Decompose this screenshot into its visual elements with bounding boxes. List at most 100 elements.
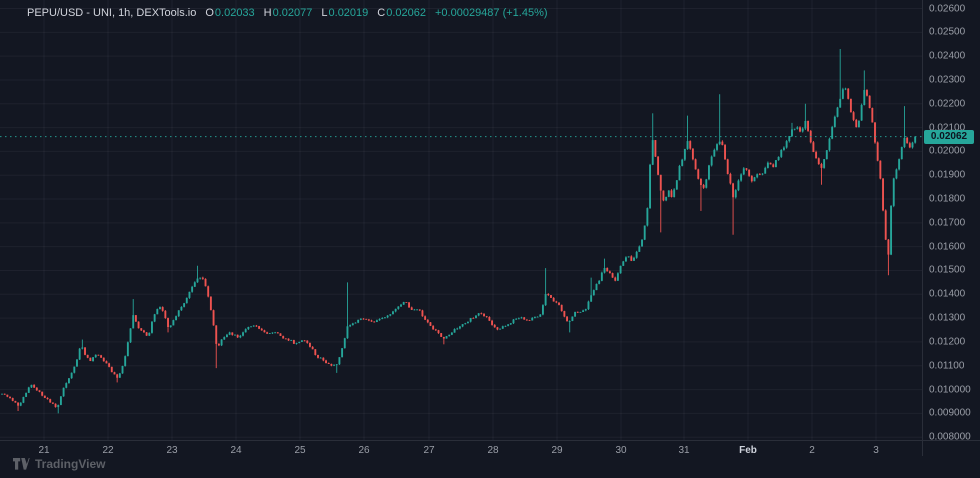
candle-body: [290, 340, 293, 341]
candle-body: [242, 332, 244, 336]
candle-body: [134, 315, 137, 322]
price-tick-label: 0.01900: [929, 169, 966, 181]
candle-body: [81, 347, 84, 349]
candle-body: [606, 267, 609, 272]
candle-body: [46, 397, 49, 400]
candle-body: [199, 277, 202, 279]
candle-body: [70, 372, 73, 379]
time-tick-label: 23: [166, 445, 178, 456]
candle-body: [791, 129, 793, 137]
candle-body: [753, 177, 756, 182]
candle-body: [73, 366, 76, 373]
candle-body: [231, 332, 234, 335]
candle-body: [882, 178, 884, 211]
candle-body: [424, 316, 427, 320]
candle-body: [193, 282, 196, 287]
candle-body: [756, 174, 759, 178]
time-axis[interactable]: 21 22 23 24 25 26 27 28 29 30 31 Feb 2 3: [0, 441, 980, 478]
candle-body: [389, 314, 392, 316]
candle-body: [359, 318, 362, 320]
time-tick-label: 3: [873, 445, 879, 456]
candle-body: [67, 378, 70, 384]
candle-body: [298, 341, 301, 344]
candle-body: [499, 328, 502, 330]
candlestick-chart[interactable]: [0, 0, 922, 440]
tradingview-logo[interactable]: TradingView: [13, 457, 105, 471]
candle-body: [742, 168, 745, 175]
candle-body: [566, 316, 568, 322]
candle-body: [464, 323, 467, 325]
candle-body: [667, 190, 670, 197]
candle-body: [833, 116, 836, 127]
candle-body: [426, 319, 429, 323]
candle-body: [732, 183, 735, 198]
candle-body: [876, 142, 879, 161]
candle-body: [461, 324, 464, 327]
candle-body: [485, 316, 488, 318]
candle-body: [603, 267, 606, 273]
candle-body: [475, 315, 477, 319]
candle-body: [831, 126, 834, 139]
chart-legend: PEPU/USD - UNI, 1h, DEXTools.io O0.02033…: [27, 5, 548, 21]
time-tick-label: 29: [551, 445, 563, 456]
candle-body: [440, 333, 443, 337]
candle-body: [225, 334, 228, 338]
price-tick-label: 0.01800: [929, 193, 966, 205]
candle-body: [394, 308, 397, 312]
candle-body: [512, 319, 515, 324]
candle-body: [400, 304, 402, 307]
price-tick-label: 0.02300: [929, 74, 966, 86]
candle-body: [234, 334, 236, 336]
candle-body: [145, 332, 148, 336]
chart-pane[interactable]: PEPU/USD - UNI, 1h, DEXTools.io O0.02033…: [0, 0, 922, 440]
candle-body: [183, 303, 186, 307]
price-tick-label: 0.01500: [929, 264, 966, 276]
price-axis-border: [922, 0, 923, 456]
candle-body: [815, 152, 818, 159]
candle-body: [239, 335, 242, 338]
price-axis[interactable]: 0.02600 0.02500 0.02400 0.02300 0.02200 0.021…: [923, 0, 980, 443]
candle-body: [292, 340, 295, 344]
candle-body: [678, 165, 681, 181]
price-tick-label: 0.01600: [929, 241, 966, 253]
candle-body: [908, 143, 911, 148]
candle-body: [699, 178, 702, 186]
candle-body: [418, 309, 421, 311]
candle-body: [381, 317, 384, 319]
price-tick-label: 0.009000: [929, 407, 971, 419]
candle-body: [287, 338, 290, 341]
candle-body: [868, 95, 871, 109]
candle-body: [201, 277, 204, 279]
candle-body: [841, 89, 844, 99]
candle-body: [94, 354, 97, 358]
candle-body: [413, 309, 416, 311]
symbol-title[interactable]: PEPU/USD - UNI, 1h, DEXTools.io: [27, 7, 197, 19]
candle-body: [697, 169, 700, 179]
candle-body: [27, 387, 30, 393]
candle-body: [322, 357, 325, 361]
candle-body: [651, 140, 654, 165]
candle-body: [745, 168, 748, 170]
price-tick-label: 0.01400: [929, 288, 966, 300]
candle-body: [57, 404, 60, 408]
candle-body: [614, 277, 617, 281]
candle-body: [726, 159, 729, 174]
candle-body: [649, 164, 652, 209]
candle-body: [432, 325, 435, 330]
candle-body: [276, 332, 279, 334]
candle-body: [151, 321, 153, 333]
candle-body: [421, 310, 424, 317]
candle-body: [721, 141, 724, 146]
candle-body: [641, 239, 643, 247]
candle-body: [175, 316, 178, 321]
time-tick-label: 28: [487, 445, 499, 456]
candle-body: [576, 311, 579, 313]
candle-body: [836, 107, 839, 117]
candle-body: [453, 329, 456, 333]
candle-body: [357, 319, 360, 323]
candle-body: [172, 320, 175, 326]
candle-body: [480, 313, 483, 315]
candle-body: [638, 246, 641, 252]
candle-body: [282, 335, 285, 339]
candle-body: [761, 173, 764, 175]
